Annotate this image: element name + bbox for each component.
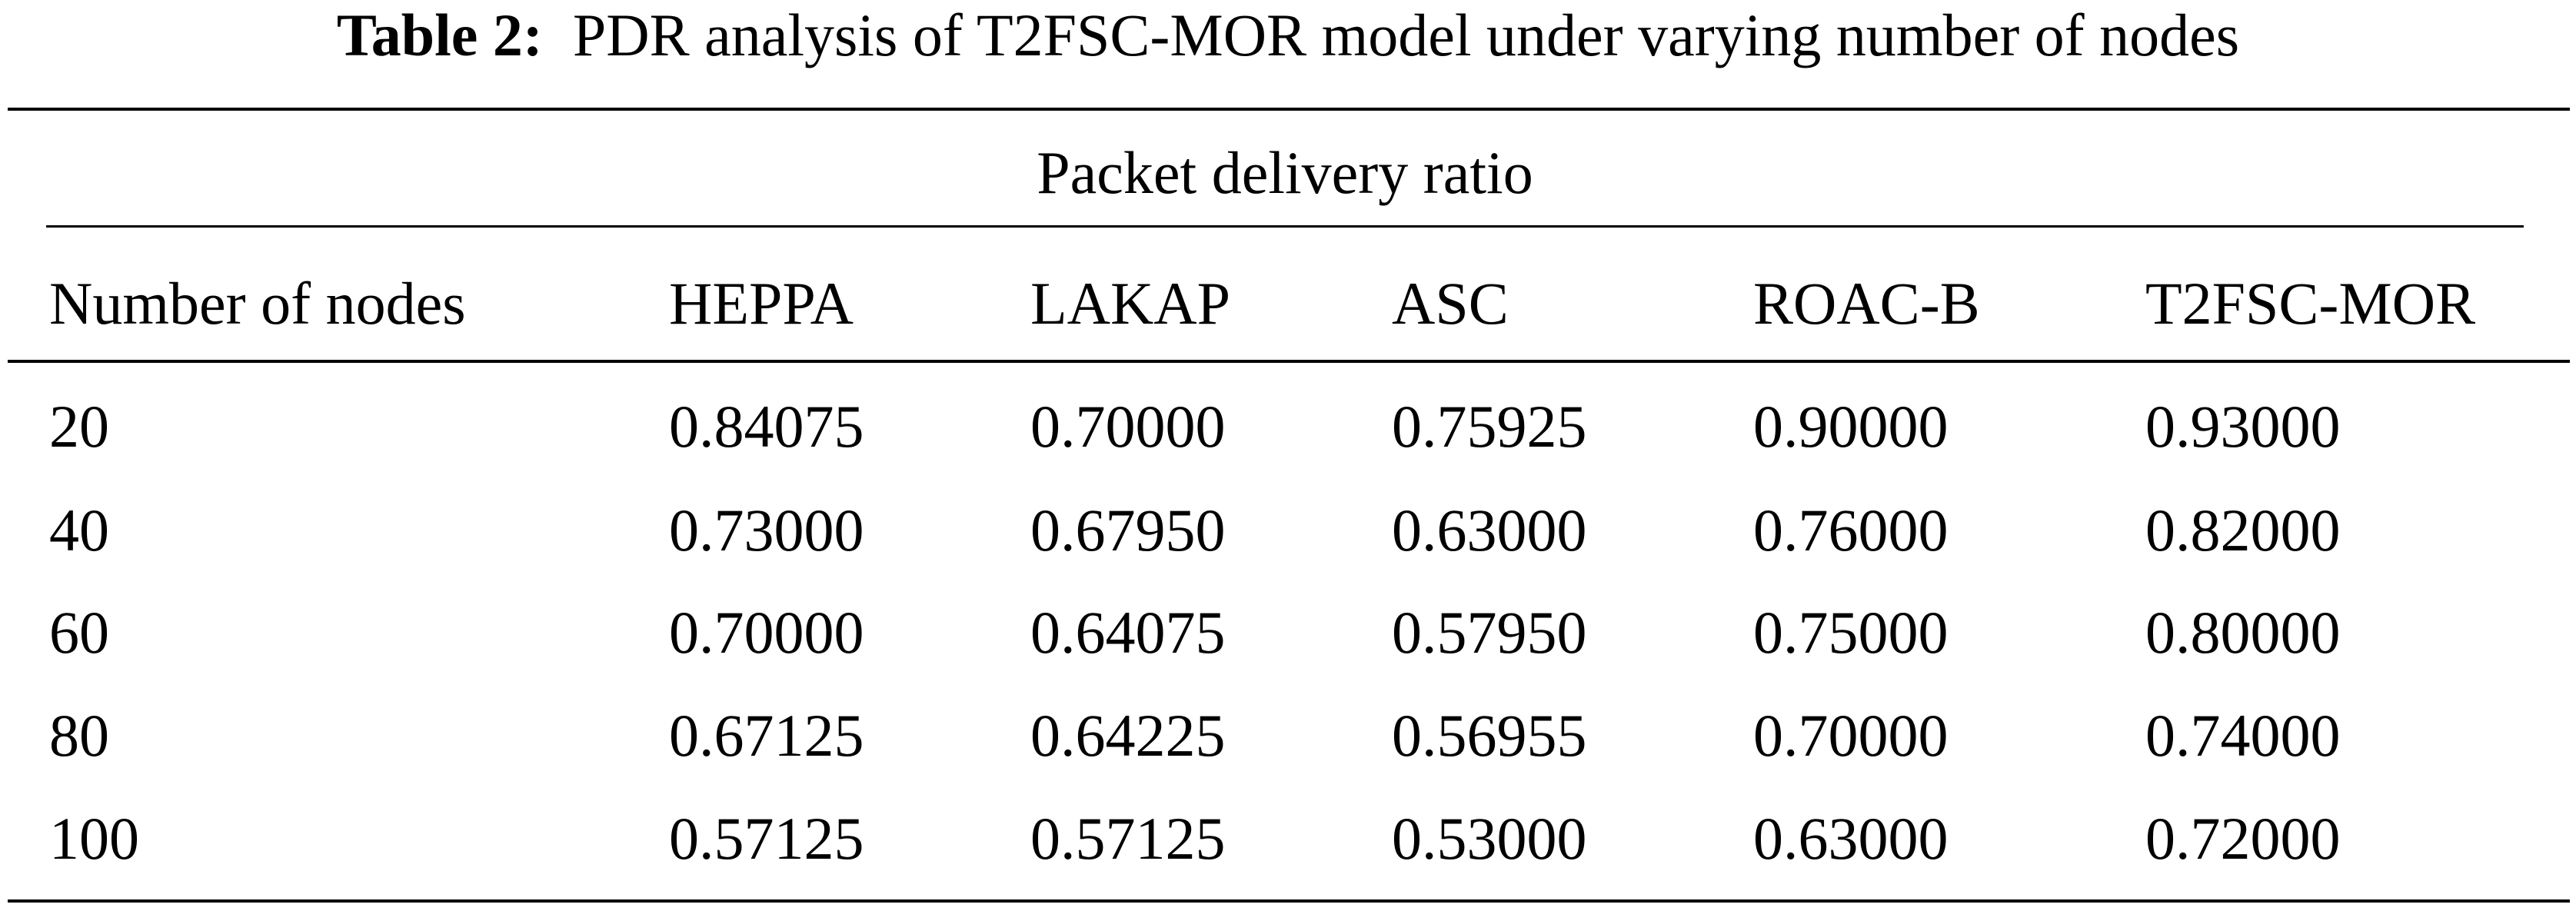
table-cell: 0.74000: [2145, 702, 2341, 769]
table-caption: Table 2: PDR analysis of T2FSC-MOR model…: [0, 0, 2576, 77]
table-cell: 0.70000: [1753, 702, 1949, 769]
table-cell: 60: [49, 599, 109, 666]
table-cell: 0.76000: [1753, 497, 1949, 564]
table-cell: 0.84075: [669, 393, 864, 460]
table-cell: 80: [49, 702, 109, 769]
table-cell: 40: [49, 497, 109, 564]
table-cell: 0.75925: [1392, 393, 1587, 460]
table-cell: 0.82000: [2145, 497, 2341, 564]
column-header-lakap: LAKAP: [1030, 270, 1231, 337]
table-top-rule: [8, 108, 2570, 111]
table-cell: 20: [49, 393, 109, 460]
table-cell: 0.70000: [669, 599, 864, 666]
table-cell: 0.75000: [1753, 599, 1949, 666]
table-cell: 0.80000: [2145, 599, 2341, 666]
table-cell: 0.63000: [1392, 497, 1587, 564]
table-cell: 0.93000: [2145, 393, 2341, 460]
column-header-asc: ASC: [1392, 270, 1509, 337]
table-cell: 0.57125: [669, 805, 864, 872]
table-cell: 0.67950: [1030, 497, 1226, 564]
table-cell: 0.57125: [1030, 805, 1226, 872]
table-cell: 0.67125: [669, 702, 864, 769]
table-cell: 100: [49, 805, 139, 872]
table-cell: 0.72000: [2145, 805, 2341, 872]
table-cell: 0.63000: [1753, 805, 1949, 872]
header-rule: [8, 360, 2570, 363]
group-header: Packet delivery ratio: [1037, 139, 1533, 206]
table-cell: 0.70000: [1030, 393, 1226, 460]
table-cell: 0.90000: [1753, 393, 1949, 460]
table-cell: 0.53000: [1392, 805, 1587, 872]
column-header-t2fsc-mor: T2FSC-MOR: [2145, 270, 2476, 337]
table-cell: 0.56955: [1392, 702, 1587, 769]
table-cell: 0.73000: [669, 497, 864, 564]
caption-label: Table 2:: [336, 2, 543, 68]
column-header-roac-b: ROAC-B: [1753, 270, 1980, 337]
table-cell: 0.64075: [1030, 599, 1226, 666]
caption-text: PDR analysis of T2FSC-MOR model under va…: [572, 2, 2240, 68]
column-header-nodes: Number of nodes: [49, 270, 466, 337]
column-header-heppa: HEPPA: [669, 270, 854, 337]
table-cell: 0.64225: [1030, 702, 1226, 769]
table-bottom-rule: [8, 899, 2570, 903]
group-header-rule: [46, 225, 2524, 228]
table-cell: 0.57950: [1392, 599, 1587, 666]
